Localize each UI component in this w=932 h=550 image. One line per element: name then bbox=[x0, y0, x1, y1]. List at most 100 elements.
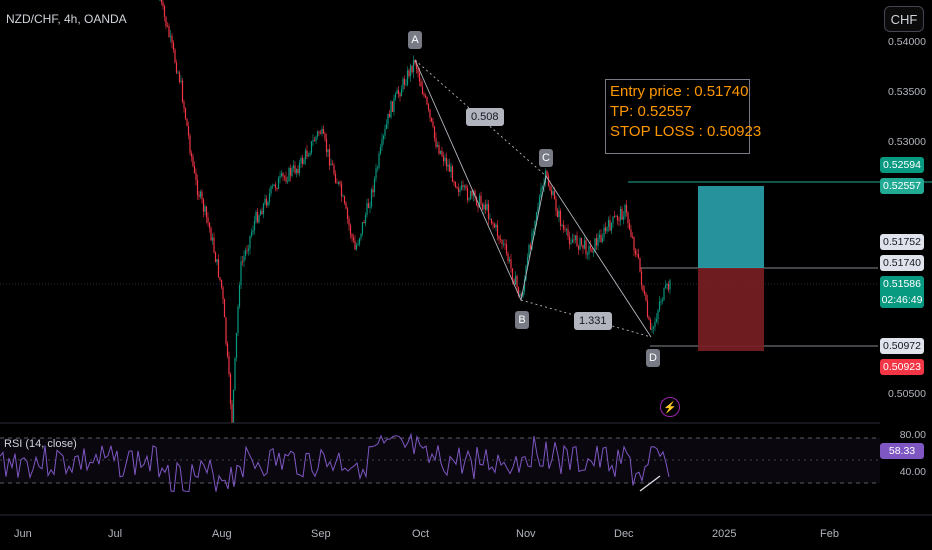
candle-body bbox=[355, 244, 358, 250]
candle-body bbox=[669, 279, 671, 290]
candle-body bbox=[427, 104, 430, 110]
price-badge-entry: 0.51740 bbox=[880, 255, 924, 271]
candle-body bbox=[612, 216, 614, 224]
candle-body bbox=[211, 237, 214, 241]
candle-body bbox=[585, 240, 587, 255]
candle-body bbox=[208, 222, 211, 228]
rsi-indicator-label[interactable]: RSI (14, close) bbox=[4, 438, 77, 450]
candle-body bbox=[504, 243, 506, 245]
candle-body bbox=[238, 285, 241, 307]
candle-body bbox=[372, 189, 374, 193]
candle-body bbox=[540, 188, 542, 197]
candle-body bbox=[547, 175, 550, 186]
symbol-title[interactable]: NZD/CHF, 4h, OANDA bbox=[6, 12, 127, 26]
candle-body bbox=[610, 223, 613, 231]
pattern-point-d[interactable]: D bbox=[646, 349, 660, 367]
candle-body bbox=[492, 223, 494, 225]
candle-body bbox=[283, 176, 286, 178]
ratio-label-ac[interactable]: 0.508 bbox=[466, 108, 504, 126]
candle-body bbox=[240, 261, 242, 286]
candle-body bbox=[454, 182, 457, 187]
candle-body bbox=[501, 239, 503, 245]
candle-body bbox=[373, 178, 376, 193]
time-label: Jul bbox=[108, 528, 123, 540]
candle-body bbox=[390, 101, 392, 118]
candle-body bbox=[583, 240, 586, 249]
candle-body bbox=[331, 163, 334, 165]
price-badge-stop: 0.50923 bbox=[880, 359, 924, 375]
candle-body bbox=[222, 287, 224, 300]
candle-body bbox=[444, 157, 446, 162]
candle-body bbox=[658, 301, 661, 311]
abcd-pattern[interactable] bbox=[414, 59, 652, 338]
candle-body bbox=[619, 208, 622, 221]
currency-button[interactable]: CHF bbox=[884, 6, 924, 32]
rsi-level-lower-label: 40.00 bbox=[899, 466, 926, 478]
candle-body bbox=[435, 138, 437, 147]
candle-body bbox=[292, 165, 295, 169]
candle-body bbox=[315, 136, 317, 142]
candle-body bbox=[309, 152, 311, 156]
pattern-point-b[interactable]: B bbox=[515, 311, 529, 329]
candle-body bbox=[486, 203, 488, 210]
candle-body bbox=[376, 167, 379, 169]
candle-body bbox=[400, 89, 403, 97]
candle-body bbox=[388, 113, 391, 118]
candle-body bbox=[594, 238, 596, 252]
candle-body bbox=[364, 214, 367, 224]
candle-body bbox=[469, 191, 472, 200]
time-label: Jun bbox=[14, 528, 32, 540]
pattern-point-a[interactable]: A bbox=[408, 31, 422, 49]
lightning-bolt-icon[interactable]: ⚡ bbox=[660, 397, 680, 417]
candle-body bbox=[603, 227, 605, 238]
candle-body bbox=[652, 326, 655, 329]
candle-body bbox=[336, 182, 338, 184]
candle-body bbox=[310, 141, 313, 153]
candle-body bbox=[177, 72, 179, 74]
candle-body bbox=[481, 203, 484, 210]
candle-body bbox=[387, 113, 389, 125]
candle-body bbox=[666, 284, 668, 286]
candle-body bbox=[430, 117, 433, 122]
candle-body bbox=[417, 68, 419, 73]
candle-body bbox=[546, 170, 548, 176]
price-badge-d: 0.50972 bbox=[880, 338, 924, 354]
candle-body bbox=[163, 6, 166, 17]
candle-body bbox=[511, 268, 514, 280]
rsi-trendline bbox=[639, 475, 661, 492]
candle-body bbox=[463, 185, 466, 187]
candle-body bbox=[267, 201, 269, 206]
candle-body bbox=[367, 203, 370, 208]
candle-body bbox=[621, 208, 623, 220]
candle-body bbox=[607, 220, 610, 227]
candle-body bbox=[580, 237, 583, 246]
candle-body bbox=[586, 254, 589, 256]
candle-body bbox=[477, 205, 479, 208]
candle-body bbox=[321, 129, 323, 134]
candle-body bbox=[307, 155, 310, 157]
candle-body bbox=[459, 189, 461, 192]
pattern-point-c[interactable]: C bbox=[539, 149, 553, 167]
candle-body bbox=[406, 70, 409, 85]
ratio-label-bd[interactable]: 1.331 bbox=[574, 312, 612, 330]
candle-body bbox=[508, 259, 511, 262]
candle-body bbox=[399, 93, 401, 97]
candle-body bbox=[337, 181, 340, 184]
candle-body bbox=[382, 135, 385, 140]
candle-body bbox=[664, 285, 667, 289]
candle-body bbox=[259, 210, 262, 216]
candle-body bbox=[513, 279, 515, 285]
candle-body bbox=[298, 163, 301, 174]
candle-body bbox=[631, 236, 634, 238]
candle-body bbox=[421, 86, 424, 95]
trade-info-box[interactable]: Entry price : 0.51740 TP: 0.52557 STOP L… bbox=[605, 79, 761, 154]
candle-body bbox=[264, 198, 266, 204]
candle-body bbox=[324, 133, 326, 140]
candle-body bbox=[595, 238, 598, 246]
candle-body bbox=[538, 196, 541, 207]
candle-body bbox=[225, 317, 227, 344]
candle-body bbox=[189, 135, 191, 154]
candle-body bbox=[570, 242, 572, 244]
candle-body bbox=[237, 306, 239, 333]
